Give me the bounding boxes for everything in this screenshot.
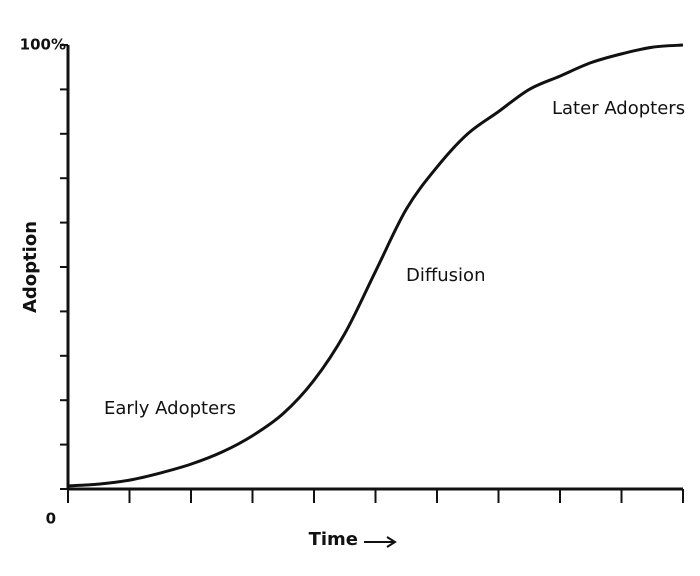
x-axis-label: Time xyxy=(309,529,358,550)
annotation: Later Adopters xyxy=(552,98,685,119)
y-tick-label: 0 xyxy=(46,510,56,528)
y-tick-label: 100% xyxy=(20,36,66,54)
x-arrow xyxy=(364,536,397,548)
y-axis-label: Adoption xyxy=(20,221,41,313)
annotation: Diffusion xyxy=(406,265,485,286)
adoption-curve xyxy=(67,43,684,488)
annotation: Early Adopters xyxy=(104,398,236,419)
